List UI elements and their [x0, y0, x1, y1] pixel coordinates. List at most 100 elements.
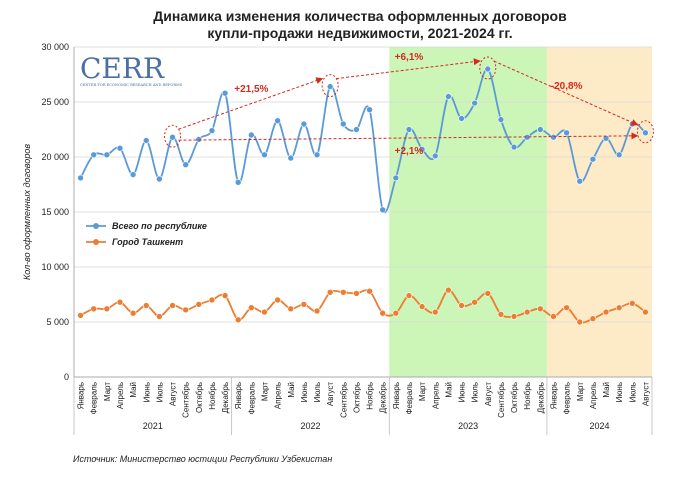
- data-point: [589, 315, 597, 323]
- annotation-arrow: [493, 60, 639, 126]
- data-point: [326, 288, 334, 296]
- data-point: [182, 306, 189, 314]
- x-tick-label: Июль: [313, 382, 322, 402]
- data-point: [142, 302, 150, 309]
- x-tick-label: Февраль: [247, 382, 256, 415]
- data-point: [431, 152, 439, 160]
- data-point: [287, 154, 295, 162]
- data-point: [418, 303, 426, 310]
- x-tick-label: Август: [484, 382, 493, 406]
- x-tick-label: Апрель: [116, 382, 125, 409]
- x-tick-label: Ноябрь: [366, 382, 375, 410]
- data-point: [326, 83, 334, 90]
- chart-title: Динамика изменения количества оформленны…: [80, 8, 640, 42]
- data-point: [563, 304, 570, 312]
- data-point: [77, 174, 84, 182]
- data-point: [602, 135, 610, 142]
- data-point: [537, 305, 544, 313]
- highlight-ring: [479, 56, 497, 80]
- data-point: [77, 312, 84, 319]
- data-point: [353, 126, 360, 133]
- data-point: [418, 146, 426, 153]
- logo-name: CERR: [80, 52, 165, 85]
- data-point: [261, 308, 268, 316]
- data-point: [589, 155, 597, 163]
- data-point: [156, 175, 163, 183]
- x-tick-label: Июнь: [615, 382, 624, 402]
- x-tick-label: Сентябрь: [339, 382, 348, 418]
- data-point: [510, 313, 518, 320]
- data-point: [497, 116, 505, 123]
- data-point: [471, 99, 478, 107]
- data-point: [445, 93, 452, 100]
- x-tick-label: Май: [444, 382, 453, 398]
- data-point: [628, 299, 636, 307]
- data-point: [642, 308, 649, 316]
- data-point: [628, 120, 636, 128]
- data-point: [615, 304, 623, 312]
- annotation-label: +6,1%: [395, 52, 424, 63]
- chart-title-line2: купли-продажи недвижимости, 2021-2024 гг…: [207, 25, 513, 41]
- legend-swatch-marker: [93, 223, 99, 229]
- data-point: [221, 89, 229, 97]
- data-point: [550, 313, 557, 320]
- legend-label: Всего по республике: [112, 221, 207, 231]
- x-tick-label: Апрель: [589, 382, 598, 409]
- y-axis-label: Кол-во оформленных договоров: [22, 144, 32, 280]
- x-tick-label: Апрель: [274, 382, 283, 409]
- legend-label: Город Ташкент: [112, 237, 183, 247]
- x-tick-label: Декабрь: [536, 382, 545, 413]
- y-axis: 0 5 000 10 000 15 000 20 000 25 000 30 000 Кол-…: [22, 42, 75, 382]
- data-point: [129, 309, 137, 317]
- data-point: [563, 129, 570, 137]
- data-point: [313, 307, 321, 315]
- y-tick-label: 10 000: [41, 262, 69, 272]
- data-point: [392, 174, 400, 182]
- annotation-arrow: [178, 132, 639, 141]
- x-tick-label: Июль: [471, 382, 480, 402]
- data-point: [405, 292, 413, 299]
- x-tick-label: Февраль: [563, 382, 572, 415]
- year-label: 2023: [458, 421, 478, 431]
- x-tick-label: Август: [326, 382, 335, 406]
- annotation-arrow: [336, 58, 481, 80]
- x-tick-label: Май: [602, 382, 611, 398]
- annotation-label: +2,1%: [395, 146, 424, 157]
- data-point: [523, 308, 531, 316]
- year-label: 2024: [589, 421, 609, 431]
- data-point: [248, 131, 255, 139]
- annotations: +21,5% +6,1% -20,8% +2,1%: [164, 52, 654, 157]
- x-tick-label: Июнь: [300, 382, 309, 402]
- data-point: [261, 151, 268, 159]
- x-tick-label: Март: [576, 382, 585, 401]
- data-point: [129, 171, 137, 178]
- x-tick-label: Февраль: [405, 382, 414, 415]
- x-tick-label: Май: [287, 382, 296, 398]
- x-tick-label: Февраль: [90, 382, 99, 415]
- cerr-logo: CERR CENTER FOR ECONOMIC RESEARCH AND RE…: [80, 52, 183, 87]
- x-tick-label: Август: [641, 382, 650, 406]
- data-point: [379, 309, 387, 317]
- data-point: [156, 313, 163, 320]
- annotation-arrow: [178, 77, 324, 130]
- x-tick-label: Сентябрь: [497, 382, 506, 418]
- x-tick-label: Октябрь: [352, 382, 361, 413]
- y-tick-label: 0: [64, 372, 69, 382]
- x-tick-label: Август: [169, 382, 178, 406]
- data-point: [300, 120, 308, 128]
- x-tick-label: Июль: [155, 382, 164, 402]
- series-lines: [77, 65, 649, 326]
- data-point: [445, 286, 452, 294]
- x-tick-label: Январь: [234, 382, 243, 409]
- data-point: [458, 115, 465, 122]
- x-tick-label: Декабрь: [379, 382, 388, 413]
- y-tick-label: 15 000: [41, 207, 69, 217]
- annotation-label: +21,5%: [234, 84, 268, 95]
- data-point: [195, 301, 203, 308]
- data-point: [458, 302, 465, 309]
- data-point: [379, 206, 387, 214]
- x-axis: Январь Февраль Март Апрель Май Июнь Июль Август…: [73, 376, 653, 435]
- data-point: [471, 298, 478, 306]
- x-tick-label: Ноябрь: [208, 382, 217, 410]
- data-point: [484, 65, 492, 73]
